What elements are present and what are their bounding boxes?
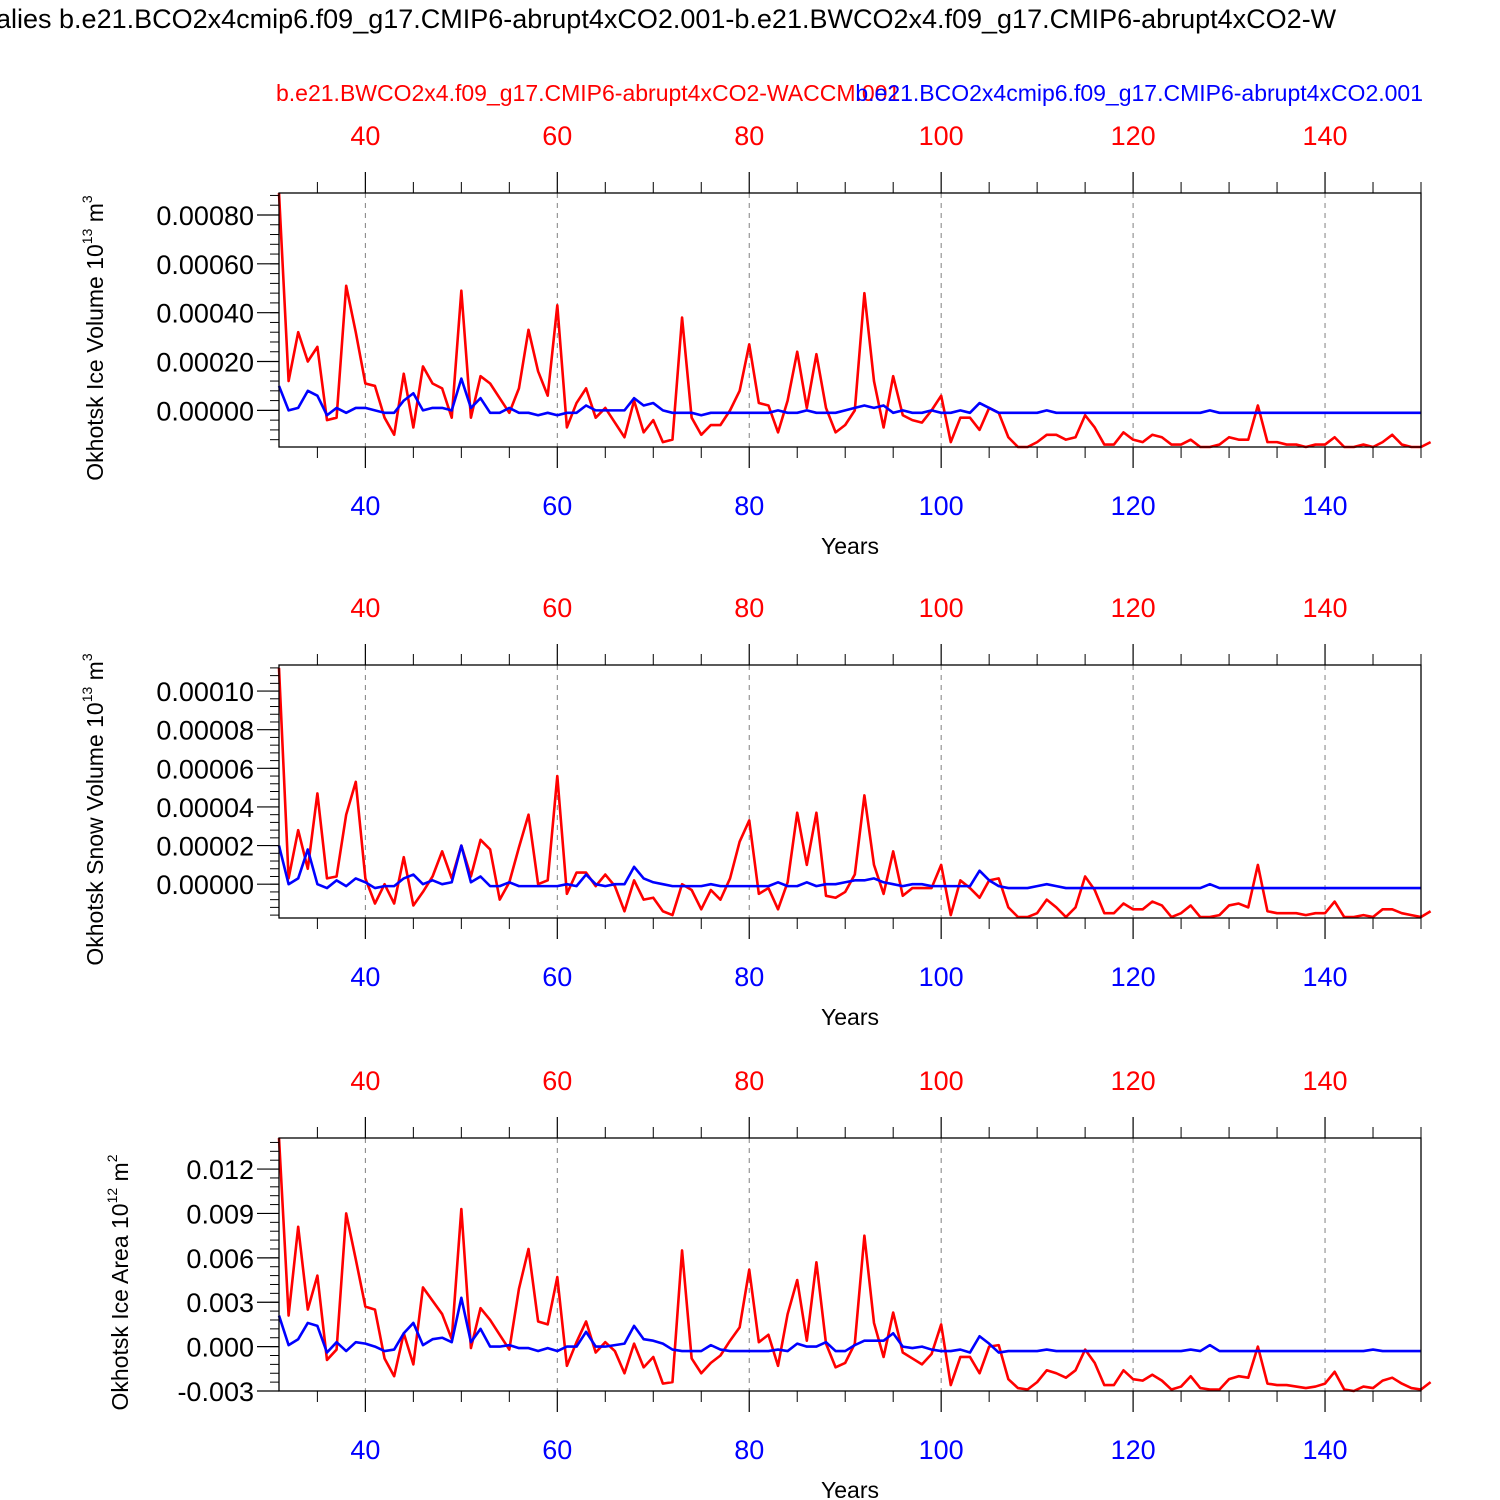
y-tick-label: 0.00000 xyxy=(156,396,254,426)
y-tick-label: 0.009 xyxy=(186,1199,254,1229)
x-tick-label-top: 80 xyxy=(734,593,764,623)
x-tick-label-top: 60 xyxy=(542,121,572,151)
x-tick-label-top: 140 xyxy=(1303,1066,1348,1096)
y-tick-label: 0.00008 xyxy=(156,716,254,746)
x-tick-label-top: 100 xyxy=(919,593,964,623)
x-tick-label-bottom: 40 xyxy=(350,1435,380,1465)
series-line-red xyxy=(277,192,1432,449)
y-tick-label: 0.003 xyxy=(186,1288,254,1318)
x-tick-label-top: 80 xyxy=(734,1066,764,1096)
x-tick-label-top: 40 xyxy=(350,121,380,151)
red-series-title: b.e21.BWCO2x4.f09_g17.CMIP6-abrupt4xCO2-… xyxy=(276,80,901,106)
x-tick-label-top: 120 xyxy=(1111,121,1156,151)
x-tick-label-bottom: 140 xyxy=(1303,1435,1348,1465)
x-tick-label-top: 40 xyxy=(350,1066,380,1096)
y-tick-label: -0.003 xyxy=(177,1377,254,1407)
x-tick-label-bottom: 40 xyxy=(350,491,380,521)
y-tick-label: 0.00002 xyxy=(156,832,254,862)
panel-ice-area: 40 40 60 60 80 80 100 100 120 120 140 140 -0.003 0.00… xyxy=(104,1066,1432,1500)
y-tick-label: 0.00080 xyxy=(156,201,254,231)
series-line-blue xyxy=(277,377,1421,417)
x-tick-label-bottom: 60 xyxy=(542,1435,572,1465)
y-tick-label: 0.00020 xyxy=(156,348,254,378)
x-tick-label-bottom: 80 xyxy=(734,491,764,521)
figure-title: alies b.e21.BCO2x4cmip6.f09_g17.CMIP6-ab… xyxy=(0,4,1337,34)
x-tick-label-bottom: 120 xyxy=(1111,962,1156,992)
x-axis-label: Years xyxy=(821,1004,879,1030)
series-line-blue xyxy=(277,844,1421,890)
x-tick-label-top: 40 xyxy=(350,593,380,623)
x-tick-label-top: 120 xyxy=(1111,593,1156,623)
x-tick-label-top: 60 xyxy=(542,1066,572,1096)
x-tick-label-top: 140 xyxy=(1303,593,1348,623)
x-tick-label-bottom: 80 xyxy=(734,1435,764,1465)
x-tick-label-bottom: 100 xyxy=(919,962,964,992)
x-tick-label-bottom: 140 xyxy=(1303,962,1348,992)
x-tick-label-bottom: 100 xyxy=(919,1435,964,1465)
panel-snow-volume: 40 40 60 60 80 80 100 100 120 120 140 140 0.00000 0.0… xyxy=(79,593,1432,1030)
x-tick-label-bottom: 80 xyxy=(734,962,764,992)
series-line-red xyxy=(277,1137,1432,1393)
x-tick-label-bottom: 120 xyxy=(1111,491,1156,521)
y-tick-label: 0.00006 xyxy=(156,754,254,784)
x-tick-label-top: 80 xyxy=(734,121,764,151)
y-tick-label: 0.00040 xyxy=(156,299,254,329)
y-axis-label-exponent: 13 xyxy=(79,686,95,702)
y-axis-label-unit-exponent: 3 xyxy=(79,195,95,203)
y-axis-label-exponent: 13 xyxy=(79,228,95,244)
y-axis-label-text: Okhotsk Snow Volume 10 xyxy=(82,702,108,965)
x-tick-label-bottom: 60 xyxy=(542,491,572,521)
y-axis-label-unit-exponent: 2 xyxy=(104,1154,120,1162)
y-axis-label-unit-exponent: 3 xyxy=(79,653,95,661)
y-tick-label: 0.00000 xyxy=(156,870,254,900)
x-tick-label-top: 60 xyxy=(542,593,572,623)
y-axis-label: Okhotsk Ice Volume 1013 m3 xyxy=(79,195,108,481)
y-tick-label: 0.012 xyxy=(186,1155,254,1185)
y-tick-label: 0.00010 xyxy=(156,677,254,707)
x-tick-label-bottom: 140 xyxy=(1303,491,1348,521)
x-tick-label-top: 140 xyxy=(1303,121,1348,151)
y-axis-label-exponent: 12 xyxy=(104,1188,120,1204)
plot-frame xyxy=(278,1137,1422,1392)
y-axis-label: Okhotsk Ice Area 1012 m2 xyxy=(104,1154,133,1410)
series-line-blue xyxy=(277,1296,1421,1354)
plot-frame xyxy=(278,192,1422,448)
x-tick-label-bottom: 60 xyxy=(542,962,572,992)
y-tick-label: 0.00060 xyxy=(156,250,254,280)
y-axis-label: Okhotsk Snow Volume 1013 m3 xyxy=(79,653,108,966)
y-axis-label-unit: m xyxy=(82,203,108,229)
series-line-red xyxy=(277,667,1432,919)
x-tick-label-top: 100 xyxy=(919,121,964,151)
y-axis-label-text: Okhotsk Ice Volume 10 xyxy=(82,244,108,481)
blue-series-title: b.e21.BCO2x4cmip6.f09_g17.CMIP6-abrupt4x… xyxy=(855,80,1423,106)
y-tick-label: 0.00004 xyxy=(156,793,254,823)
y-axis-label-text: Okhotsk Ice Area 10 xyxy=(107,1203,133,1410)
x-tick-label-bottom: 120 xyxy=(1111,1435,1156,1465)
x-tick-label-top: 120 xyxy=(1111,1066,1156,1096)
x-tick-label-bottom: 40 xyxy=(350,962,380,992)
y-axis-label-unit: m xyxy=(82,661,108,687)
y-tick-label: 0.000 xyxy=(186,1333,254,1363)
x-axis-label: Years xyxy=(821,533,879,559)
y-tick-label: 0.006 xyxy=(186,1244,254,1274)
x-tick-label-bottom: 100 xyxy=(919,491,964,521)
panel-ice-volume: 40 40 60 60 80 80 100 100 120 120 140 140 0.00000 0.0… xyxy=(79,121,1432,559)
y-axis-label-unit: m xyxy=(107,1162,133,1188)
x-tick-label-top: 100 xyxy=(919,1066,964,1096)
x-axis-label: Years xyxy=(821,1477,879,1500)
